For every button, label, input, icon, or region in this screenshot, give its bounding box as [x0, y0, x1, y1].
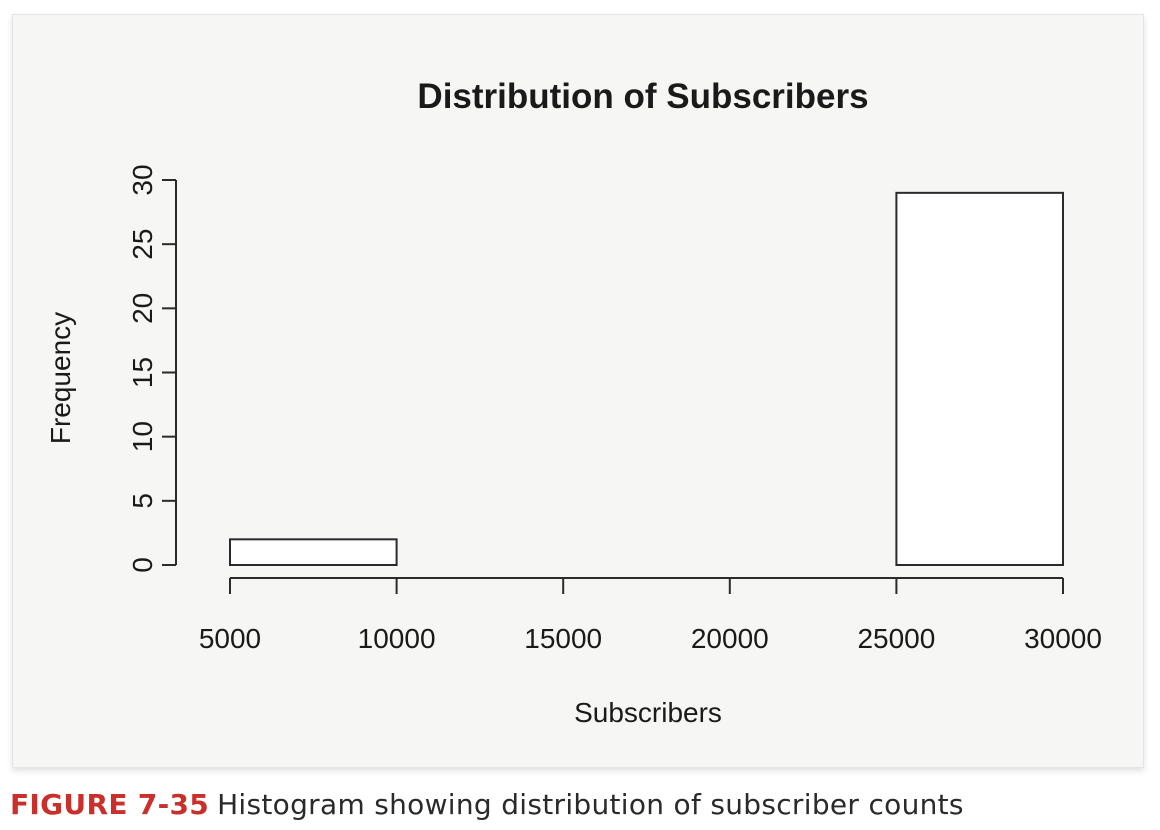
figure-number: FIGURE 7-35 [10, 788, 210, 821]
histogram-bar-5 [895, 191, 1065, 566]
x-tick-label-5: 30000 [1024, 623, 1102, 654]
y-tick-label-5: 25 [127, 229, 158, 260]
histogram-bar-1 [229, 538, 398, 566]
y-axis: 0 5 10 15 20 25 30 [127, 164, 177, 573]
figure-caption-text: Histogram showing distribution of subscr… [217, 788, 964, 821]
histogram-chart: Distribution of Subscribers 0 5 10 15 20 25 30… [45, 77, 1102, 728]
figure-caption: FIGURE 7-35 Histogram showing distributio… [10, 788, 964, 821]
y-tick-label-3: 15 [127, 357, 158, 388]
y-tick-label-4: 20 [127, 293, 158, 324]
x-axis: 5000 10000 15000 20000 25000 30000 [199, 577, 1102, 654]
y-tick-label-6: 30 [127, 164, 158, 195]
bars-layer [229, 191, 1065, 566]
y-axis-label: Frequency [45, 312, 76, 444]
x-tick-label-0: 5000 [199, 623, 261, 654]
chart-title: Distribution of Subscribers [417, 77, 868, 116]
y-tick-label-1: 5 [127, 493, 158, 509]
y-tick-label-2: 10 [127, 421, 158, 452]
y-tick-label-0: 0 [127, 557, 158, 573]
x-axis-label: Subscribers [574, 697, 722, 728]
x-tick-label-3: 20000 [691, 623, 769, 654]
x-tick-label-1: 10000 [358, 623, 436, 654]
x-tick-label-4: 25000 [857, 623, 935, 654]
x-tick-label-2: 15000 [524, 623, 602, 654]
